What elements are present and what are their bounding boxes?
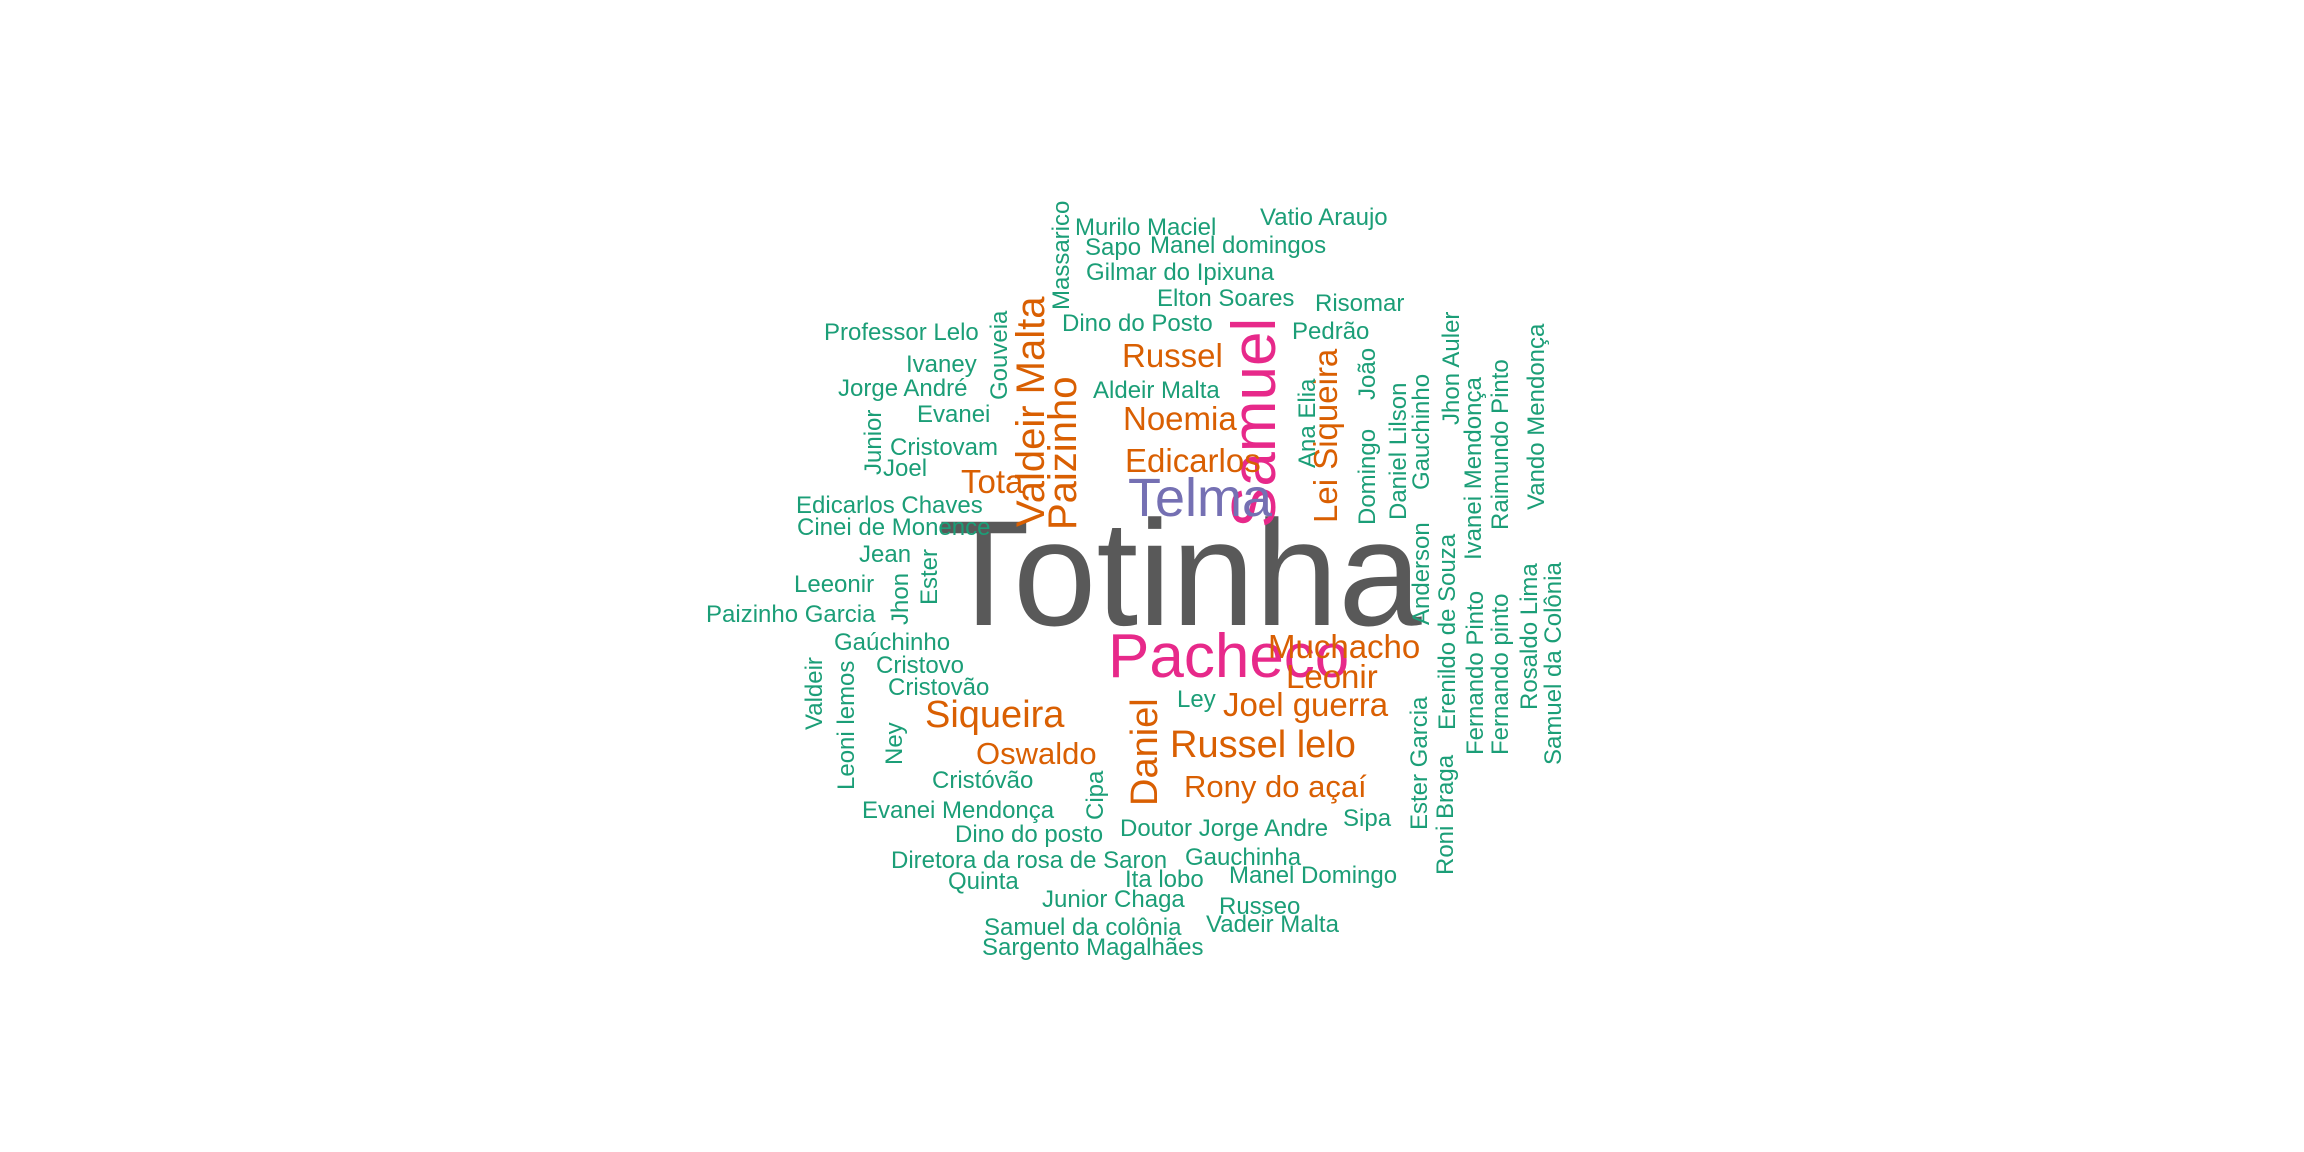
word-65: Samuel da colônia xyxy=(984,914,1182,941)
word-74: Erenildo de Souza xyxy=(1434,533,1461,730)
word-6: Russel xyxy=(1122,337,1223,374)
word-41: Ester xyxy=(916,549,943,605)
word-53: Cipa xyxy=(1082,770,1109,820)
word-23: Manel domingos xyxy=(1150,232,1326,259)
word-1: Pacheco xyxy=(1108,622,1349,691)
word-19: Vatio Araujo xyxy=(1260,204,1388,231)
word-64: Russeo xyxy=(1219,893,1300,920)
word-76: Ivanei Mendonça xyxy=(1460,377,1487,560)
word-38: Edicarlos Chaves xyxy=(796,492,983,519)
word-27: Dino do Posto xyxy=(1062,310,1213,337)
word-13: Joel guerra xyxy=(1223,686,1389,723)
word-63: Junior Chaga xyxy=(1042,886,1185,913)
word-61: Ita lobo xyxy=(1125,866,1204,893)
word-70: João xyxy=(1354,348,1381,400)
word-16: Russel lelo xyxy=(1170,724,1356,766)
word-80: Vando Mendonça xyxy=(1523,323,1550,510)
word-40: Jean xyxy=(859,541,911,568)
word-8: Edicarlos xyxy=(1125,442,1261,479)
word-68: Ana Elia xyxy=(1294,378,1321,468)
word-59: Gauchinha xyxy=(1185,844,1302,871)
word-35: Junior xyxy=(860,410,887,475)
word-31: Ivaney xyxy=(906,351,977,378)
word-44: Paizinho Garcia xyxy=(706,601,876,628)
word-17: Oswaldo xyxy=(976,736,1097,771)
word-77: Fernando Pinto xyxy=(1462,591,1489,755)
word-33: Jorge André xyxy=(838,375,967,402)
word-46: Cristovo xyxy=(876,652,964,679)
word-52: Cristóvão xyxy=(932,767,1033,794)
word-58: Diretora da rosa de Saron xyxy=(891,847,1167,874)
word-10: Lei Siqueira xyxy=(1307,348,1344,523)
word-37: Joel xyxy=(883,455,927,482)
word-51: Ley xyxy=(1177,686,1216,713)
word-26: Risomar xyxy=(1315,290,1404,317)
word-28: Pedrão xyxy=(1292,318,1369,345)
word-2: Samuel xyxy=(1220,318,1289,528)
word-25: Elton Soares xyxy=(1157,285,1294,312)
word-49: Leoni lemos xyxy=(833,661,860,790)
word-5: Paizinho xyxy=(1041,377,1085,530)
word-32: Aldeir Malta xyxy=(1093,377,1220,404)
word-45: Gaúchinho xyxy=(834,629,950,656)
word-7: Noemia xyxy=(1123,400,1237,437)
word-20: Murilo Maciel xyxy=(1075,214,1216,241)
word-57: Sipa xyxy=(1343,805,1392,832)
word-69: Domingo xyxy=(1354,429,1381,525)
word-11: Muchacho xyxy=(1268,628,1420,665)
word-84: Roni Braga xyxy=(1432,754,1459,875)
word-21: Massarico xyxy=(1048,201,1075,310)
word-48: Valdeir xyxy=(801,657,828,730)
word-39: Cinei de Monence xyxy=(797,514,990,541)
word-30: Gouveia xyxy=(986,310,1013,400)
word-18: Rony do açaí xyxy=(1184,769,1367,804)
word-54: Evanei Mendonça xyxy=(862,797,1055,824)
word-83: Ester Garcia xyxy=(1406,696,1433,830)
word-43: Jhon xyxy=(887,573,914,625)
word-4: Valdeir Malta xyxy=(1009,296,1053,527)
word-50: Ney xyxy=(881,722,908,765)
word-72: Gauchinho xyxy=(1408,374,1435,490)
word-71: Daniel Lilson xyxy=(1385,383,1412,520)
word-47: Cristovão xyxy=(888,674,989,701)
word-36: Cristovam xyxy=(890,434,998,461)
word-81: Rosaldo Lima xyxy=(1516,563,1543,710)
word-29: Professor Lelo xyxy=(824,319,979,346)
word-60: Quinta xyxy=(948,868,1019,895)
word-62: Manel Domingo xyxy=(1229,862,1397,889)
word-82: Samuel da Colônia xyxy=(1540,562,1567,765)
word-55: Dino do posto xyxy=(955,821,1103,848)
word-34: Evanei xyxy=(917,401,990,428)
word-67: Sargento Magalhães xyxy=(982,934,1203,961)
word-0: Totinha xyxy=(938,489,1422,657)
word-75: Jhon Auler xyxy=(1438,312,1465,425)
word-78: Fernando pinto xyxy=(1487,594,1514,755)
word-56: Doutor Jorge Andre xyxy=(1120,815,1328,842)
word-3: Telma xyxy=(1128,468,1273,528)
word-9: Tota xyxy=(961,463,1024,500)
word-73: Anderson xyxy=(1408,522,1435,625)
word-79: Raimundo Pinto xyxy=(1487,359,1514,530)
word-15: Daniel xyxy=(1124,698,1166,806)
word-22: Sapo xyxy=(1085,234,1141,261)
word-14: Siqueira xyxy=(925,694,1065,736)
word-42: Leeonir xyxy=(794,571,874,598)
word-66: Vadeir Malta xyxy=(1206,911,1340,938)
word-12: Leonir xyxy=(1286,658,1378,695)
word-24: Gilmar do Ipixuna xyxy=(1086,259,1275,286)
